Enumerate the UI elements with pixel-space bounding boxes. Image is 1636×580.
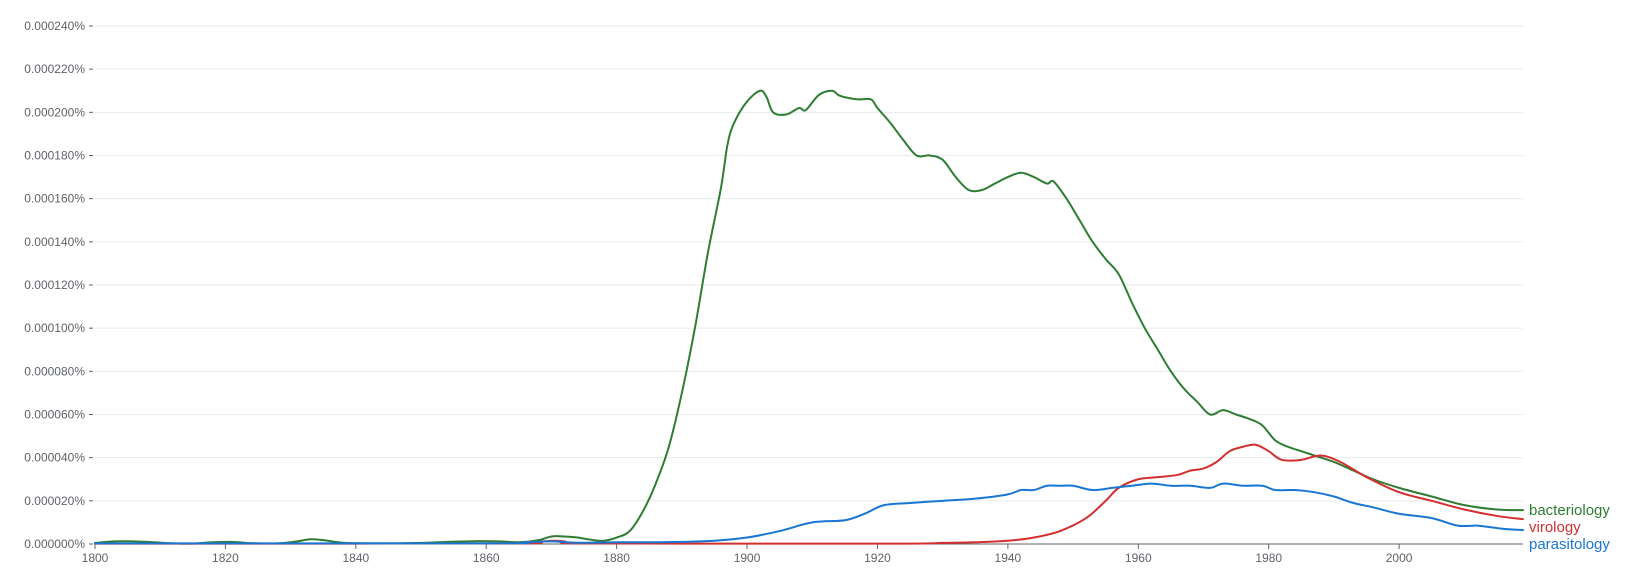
x-tick-label: 1860 [473, 551, 500, 565]
x-tick-label: 1840 [342, 551, 369, 565]
y-tick-label: 0.000160% [24, 192, 85, 206]
legend-label-virology[interactable]: virology [1529, 519, 1581, 536]
x-tick-label: 1880 [603, 551, 630, 565]
y-tick-label: 0.000200% [24, 105, 85, 119]
y-tick-label: 0.000080% [24, 364, 85, 378]
x-tick-label: 1940 [995, 551, 1022, 565]
y-axis: 0.000000% 0.000020% 0.000040% 0.000060% 0.00… [24, 19, 93, 551]
legend-label-bacteriology[interactable]: bacteriology [1529, 502, 1610, 519]
series-line-virology[interactable] [94, 443, 1524, 545]
y-tick-label: 0.000040% [24, 451, 85, 465]
y-tick-label: 0.000180% [24, 149, 85, 163]
series-lines [94, 89, 1524, 545]
x-tick-label: 2000 [1386, 551, 1413, 565]
y-tick-label: 0.000240% [24, 19, 85, 33]
y-tick-label: 0.000120% [24, 278, 85, 292]
x-tick-label: 1820 [212, 551, 239, 565]
x-tick-label: 1920 [864, 551, 891, 565]
x-tick-label: 1900 [734, 551, 761, 565]
y-tick-label: 0.000000% [24, 537, 85, 551]
x-axis: 1800 1820 1840 1860 1880 1900 1920 1940 1960 1980… [82, 543, 1523, 565]
x-tick-label: 1960 [1125, 551, 1152, 565]
y-tick-label: 0.000220% [24, 62, 85, 76]
grid-lines [95, 25, 1523, 502]
y-tick-label: 0.000140% [24, 235, 85, 249]
legend-label-parasitology[interactable]: parasitology [1529, 536, 1610, 553]
x-tick-label: 1980 [1255, 551, 1282, 565]
y-tick-label: 0.000020% [24, 494, 85, 508]
y-tick-label: 0.000060% [24, 408, 85, 422]
series-line-bacteriology[interactable] [94, 89, 1524, 545]
y-tick-label: 0.000100% [24, 321, 85, 335]
series-line-parasitology[interactable] [94, 482, 1524, 545]
x-tick-label: 1800 [82, 551, 109, 565]
